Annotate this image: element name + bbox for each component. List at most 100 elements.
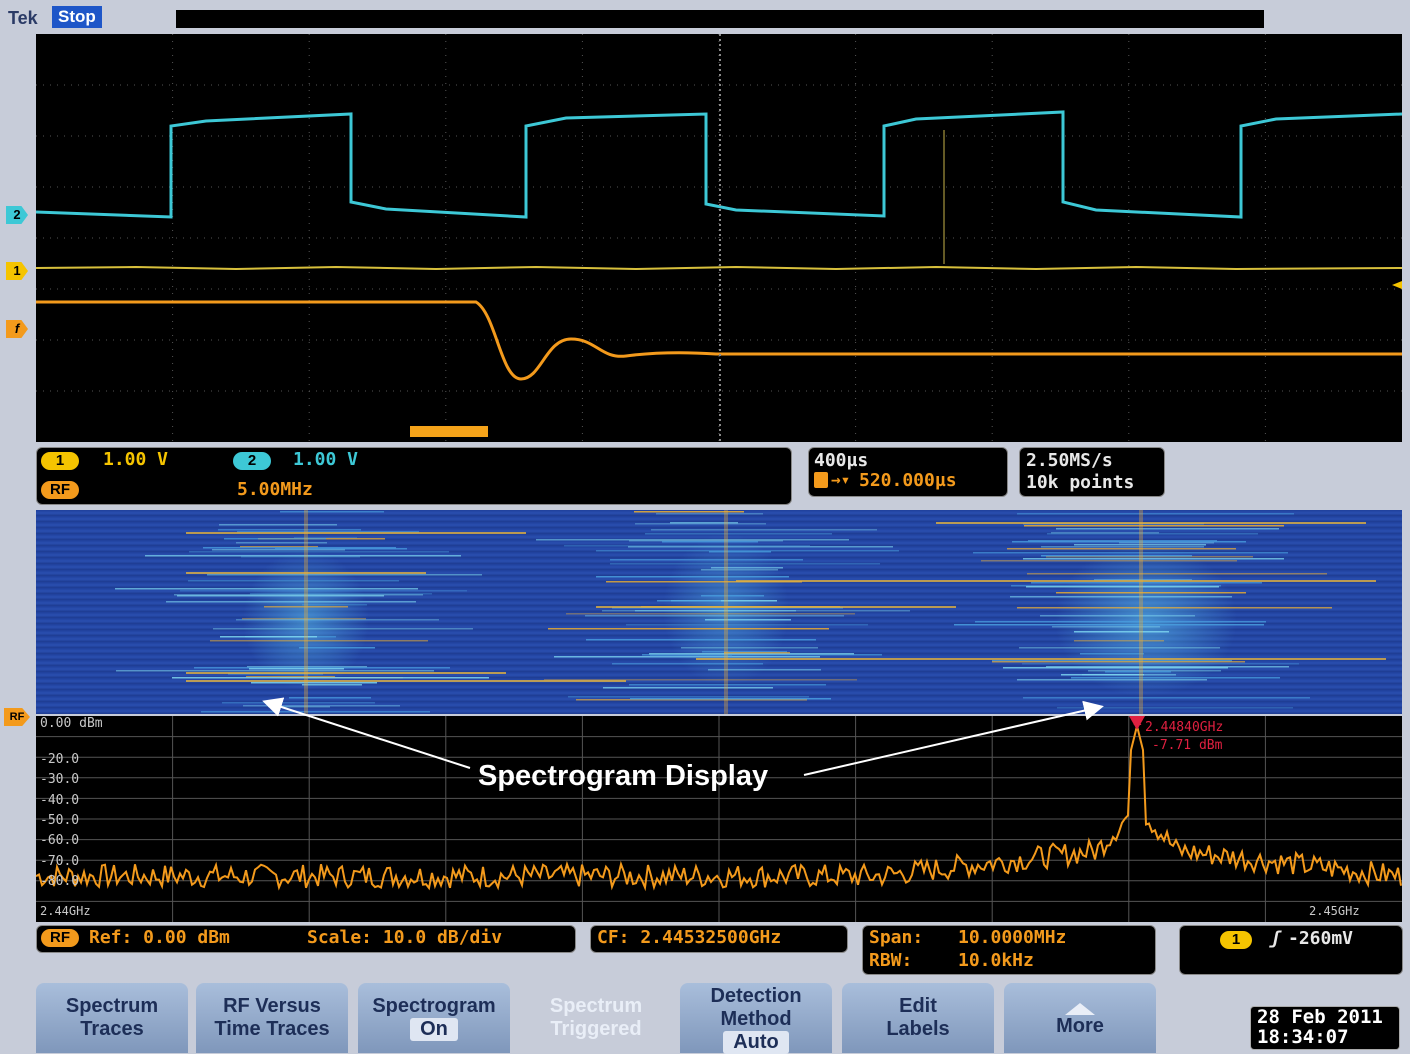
trigger-t-icon: [814, 472, 828, 488]
y-axis-label: -60.0: [40, 833, 80, 849]
spectrogram-streak: [220, 636, 317, 638]
spectrogram-streak: [1040, 615, 1195, 617]
spectrogram-streak: [236, 619, 439, 621]
timebase-readout[interactable]: 400µs →▾ 520.000µs: [808, 447, 1008, 497]
spectrogram-streak: [650, 655, 732, 657]
spectrogram-button[interactable]: Spectrogram On: [358, 983, 510, 1053]
rbw-label: RBW:: [869, 950, 913, 971]
rf-time-waveform: [36, 300, 1402, 381]
spectrogram-display[interactable]: [36, 510, 1402, 714]
spectrogram-streak: [536, 539, 849, 541]
annotation-arrow-right: [803, 700, 1104, 776]
spectrogram-streak: [992, 661, 1245, 663]
ch1-badge[interactable]: 1: [41, 452, 79, 470]
spectrogram-streak: [1046, 556, 1253, 558]
spectrogram-streak: [243, 705, 400, 707]
spectrogram-streak: [1023, 558, 1284, 560]
spectrogram-streak: [240, 546, 318, 548]
channel-readout-panel[interactable]: 1 1.00 V 2 1.00 V RF 5.00MHz: [36, 447, 792, 505]
date: 28 Feb 2011: [1257, 1006, 1383, 1028]
spectrum-triggered-label[interactable]: Spectrum Triggered: [520, 983, 672, 1053]
span-rbw-readout[interactable]: Span: 10.0000MHz RBW: 10.0kHz: [862, 925, 1156, 975]
rf-versus-time-traces-button[interactable]: RF Versus Time Traces: [196, 983, 348, 1053]
spectrogram-streak: [251, 682, 377, 684]
ch2-scale: 1.00 V: [293, 449, 359, 470]
spectrogram-streak: [172, 677, 489, 679]
annotation-arrow-left: [262, 697, 471, 769]
rf-time-marker[interactable]: f: [6, 320, 28, 338]
spectrogram-streak: [635, 523, 766, 525]
ch2-waveform: [35, 110, 1403, 219]
rf-badge[interactable]: RF: [41, 481, 79, 499]
spectrogram-streak: [651, 529, 877, 531]
detection-method-button[interactable]: Detection Method Auto: [680, 983, 832, 1054]
spectrogram-streak: [709, 551, 771, 553]
run-state-indicator[interactable]: Stop: [52, 6, 102, 28]
ch2-badge[interactable]: 2: [233, 452, 271, 470]
spectrogram-streak: [299, 647, 375, 649]
spectrogram-streak: [586, 639, 816, 641]
spectrogram-streak: [635, 610, 796, 612]
record-length: 10k points: [1026, 472, 1135, 493]
spectrogram-streak: [275, 548, 407, 550]
spectrogram-annotation: Spectrogram Display: [478, 760, 769, 792]
spectrogram-streak: [268, 706, 330, 708]
spectrogram-streak: [1041, 546, 1204, 548]
spectrum-traces-button[interactable]: Spectrum Traces: [36, 983, 188, 1053]
spectrogram-streak: [1119, 542, 1214, 544]
spectrogram-streak: [629, 540, 783, 542]
rf-freq-marker[interactable]: RF: [4, 708, 30, 726]
spectrogram-streak: [610, 563, 880, 565]
marker-level: -7.71 dBm: [1152, 738, 1223, 753]
spectrogram-center-line: [1139, 510, 1143, 714]
spectrogram-streak: [642, 654, 882, 656]
y-axis-label: -50.0: [40, 812, 80, 828]
spectrogram-streak: [1010, 596, 1232, 598]
spectrogram-streak: [628, 546, 893, 548]
center-frequency: CF: 2.44532500GHz: [597, 927, 782, 948]
spectrogram-streak: [1026, 586, 1219, 588]
spectrogram-streak: [702, 651, 787, 653]
menu-label-line1: Spectrum: [65, 995, 159, 1017]
spectrogram-streak: [1057, 707, 1293, 709]
ch1-ground-marker[interactable]: 1: [6, 262, 28, 280]
rf-ref-scale-readout[interactable]: RF Ref: 0.00 dBm Scale: 10.0 dB/div: [36, 925, 576, 953]
spectrogram-streak: [1071, 677, 1280, 679]
spectrogram-streak: [576, 699, 807, 701]
frequency-domain-display[interactable]: [35, 716, 1402, 922]
time-domain-display[interactable]: [35, 34, 1403, 442]
rbw-value: 10.0kHz: [958, 950, 1034, 971]
spectrogram-streak: [992, 660, 1232, 662]
spectrogram-streak: [1094, 579, 1192, 581]
edit-labels-button[interactable]: Edit Labels: [842, 983, 994, 1053]
ch2-ground-marker[interactable]: 2: [6, 206, 28, 224]
spectrogram-streak: [1031, 582, 1262, 584]
spectrogram-streak: [696, 658, 1386, 660]
spectrogram-streak: [219, 524, 337, 526]
spectrogram-streak: [186, 680, 626, 682]
menu-label-line2: Labels: [886, 1018, 950, 1040]
detection-method-value: Auto: [723, 1031, 789, 1054]
ch1-scale: 1.00 V: [103, 449, 169, 470]
spectrogram-streak: [294, 537, 357, 539]
menu-label-line2: Method: [720, 1008, 792, 1030]
acquisition-readout[interactable]: 2.50MS/s 10k points: [1019, 447, 1165, 497]
time-domain-graticule: [35, 34, 1403, 442]
spectrogram-streak: [1011, 585, 1221, 587]
center-frequency-readout[interactable]: CF: 2.44532500GHz: [590, 925, 848, 953]
rf-acquisition-time-bar: [410, 426, 488, 437]
spectrogram-streak: [1003, 667, 1228, 669]
rf-span-scale: 5.00MHz: [237, 479, 313, 500]
spectrogram-streak: [203, 547, 396, 549]
spectrogram-streak: [241, 556, 360, 558]
y-axis-label: -30.0: [40, 772, 80, 788]
more-button[interactable]: More: [1004, 983, 1156, 1053]
spectrogram-streak: [145, 555, 461, 557]
spectrogram-streak: [548, 628, 829, 630]
trigger-source-badge: 1: [1220, 931, 1252, 949]
spectrogram-streak: [302, 684, 362, 686]
trigger-readout[interactable]: 1 ʃ -260mV: [1179, 925, 1403, 975]
ref-level-label: 0.00 dBm: [40, 716, 103, 731]
start-frequency: 2.44GHz: [40, 904, 91, 918]
spectrogram-streak: [218, 529, 361, 531]
